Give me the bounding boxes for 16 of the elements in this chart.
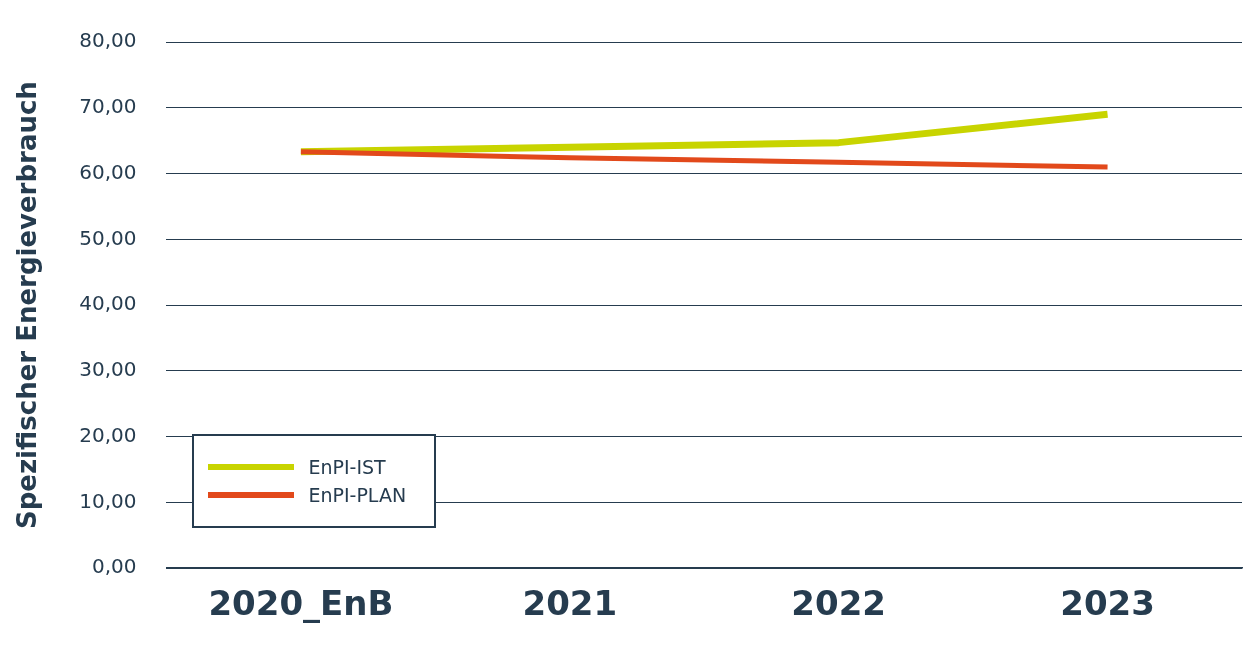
y-tick-label: 70,00 xyxy=(79,93,137,118)
y-tick-label: 40,00 xyxy=(79,291,137,316)
y-tick-label: 0,00 xyxy=(91,554,137,579)
y-tick-label: 20,00 xyxy=(79,422,137,447)
x-tick-label: 2022 xyxy=(791,583,886,624)
x-tick-label: 2020_EnB xyxy=(208,583,394,624)
y-tick-label: 30,00 xyxy=(79,357,137,382)
x-tick-label: 2021 xyxy=(522,583,618,624)
y-tick-label: 80,00 xyxy=(79,28,137,53)
y-tick-label: 60,00 xyxy=(79,159,137,184)
y-tick-label: 10,00 xyxy=(79,488,137,513)
legend-label: EnPI-IST xyxy=(308,456,386,479)
y-axis-title: Spezifischer Energieverbrauch xyxy=(12,81,43,530)
x-tick-label: 2023 xyxy=(1060,583,1155,624)
y-tick-label: 50,00 xyxy=(79,225,137,250)
legend-label: EnPI-PLAN xyxy=(308,484,407,507)
